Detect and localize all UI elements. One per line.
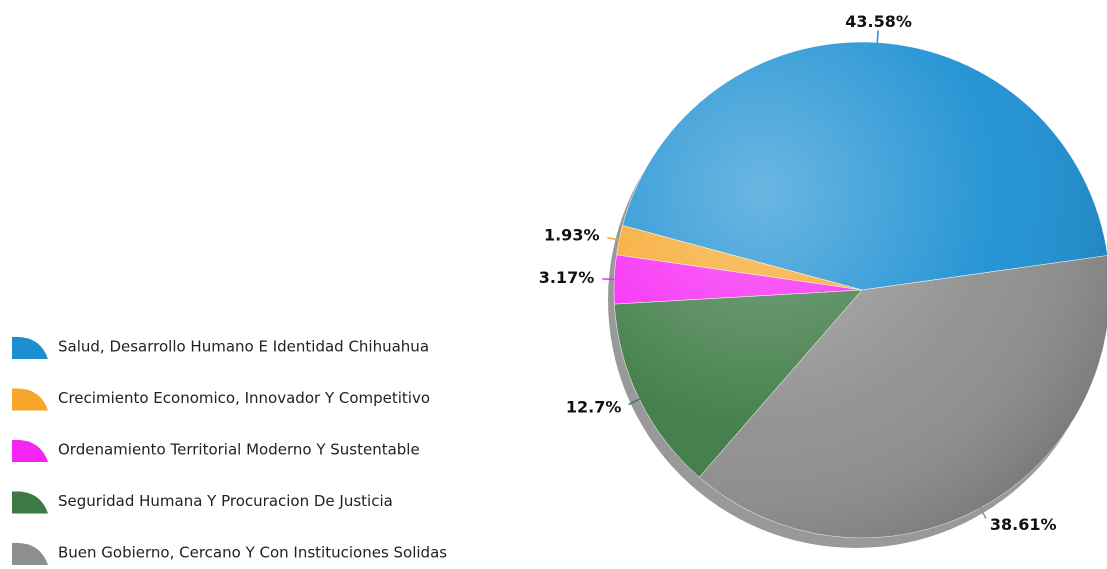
legend-label: Salud, Desarrollo Humano E Identidad Chi…	[58, 338, 429, 356]
leader-line	[876, 30, 879, 47]
leader-line	[602, 278, 619, 281]
legend-swatch	[12, 336, 48, 359]
value-label: 3.17%	[539, 268, 595, 287]
legend-label: Seguridad Humana Y Procuracion De Justic…	[58, 492, 393, 510]
legend-swatch	[12, 388, 48, 411]
legend-label: Ordenamiento Territorial Moderno Y Suste…	[58, 441, 420, 459]
legend-label: Buen Gobierno, Cercano Y Con Institucion…	[58, 544, 447, 562]
value-label: 38.61%	[990, 515, 1057, 534]
legend-swatch	[12, 542, 48, 565]
value-label: 43.58%	[845, 12, 912, 31]
legend-label: Crecimiento Economico, Innovador Y Compe…	[58, 389, 430, 407]
value-label: 1.93%	[544, 226, 600, 245]
legend-swatch	[12, 491, 48, 514]
value-label: 12.7%	[566, 398, 622, 417]
legend-swatch	[12, 439, 48, 462]
